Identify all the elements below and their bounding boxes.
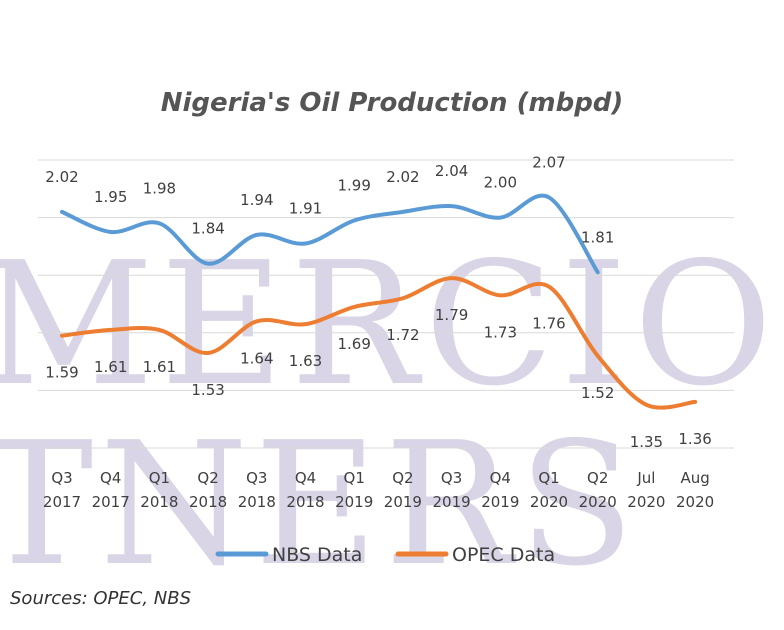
x-tick-label: Q2 — [587, 469, 608, 487]
source-note: Sources: OPEC, NBS — [10, 588, 192, 609]
data-label-opec-data: 1.79 — [435, 306, 468, 324]
data-label-nbs-data: 2.00 — [484, 174, 517, 192]
data-label-nbs-data: 1.98 — [143, 179, 176, 197]
data-label-opec-data: 1.52 — [581, 384, 614, 402]
data-label-nbs-data: 1.81 — [581, 228, 614, 246]
data-label-nbs-data: 2.02 — [45, 168, 78, 186]
data-label-opec-data: 1.36 — [678, 430, 711, 448]
series-line-opec-data — [60, 276, 698, 410]
series-lines — [60, 193, 698, 410]
legend-label-opec-data: OPEC Data — [452, 544, 555, 566]
x-tick-label: Q4 — [100, 469, 121, 487]
data-label-opec-data: 1.76 — [532, 315, 565, 333]
series-line-nbs-data — [60, 193, 600, 275]
x-axis-ticks: Q3 2017 Q4 2017 Q1 2018 Q2 2018 Q3 2018 Q4 2018 Q1 20… — [43, 469, 714, 511]
x-tick-label: 2019 — [384, 493, 422, 511]
watermark-line-1: MERCIO — [0, 226, 779, 424]
data-label-nbs-data: 2.07 — [532, 153, 565, 171]
legend-label-nbs-data: NBS Data — [272, 544, 362, 566]
data-labels: 2.02 1.95 1.98 1.84 1.94 1.91 1.99 2.02 2.04 2.00… — [45, 153, 712, 450]
x-tick-label: Q1 — [149, 469, 170, 487]
data-label-opec-data: 1.53 — [191, 381, 224, 399]
x-tick-label: 2017 — [43, 493, 81, 511]
data-label-opec-data: 1.72 — [386, 326, 419, 344]
x-tick-label: 2020 — [530, 493, 568, 511]
chart-title: Nigeria's Oil Production (mbpd) — [160, 88, 624, 118]
x-tick-label: Q2 — [197, 469, 218, 487]
x-tick-label: 2019 — [433, 493, 471, 511]
x-tick-label: 2018 — [238, 493, 276, 511]
data-label-nbs-data: 1.84 — [191, 220, 224, 238]
data-label-opec-data: 1.73 — [484, 323, 517, 341]
x-tick-label: 2020 — [676, 493, 714, 511]
x-tick-label: 2019 — [481, 493, 519, 511]
data-label-opec-data: 1.64 — [240, 349, 273, 367]
x-tick-label: Q1 — [538, 469, 559, 487]
x-tick-label: Q4 — [490, 469, 511, 487]
data-label-opec-data: 1.61 — [94, 358, 127, 376]
data-label-opec-data: 1.61 — [143, 358, 176, 376]
data-label-nbs-data: 1.95 — [94, 188, 127, 206]
data-label-opec-data: 1.69 — [337, 335, 370, 353]
x-tick-label: 2018 — [140, 493, 178, 511]
x-tick-label: Q3 — [246, 469, 267, 487]
data-label-nbs-data: 1.99 — [337, 176, 370, 194]
x-tick-label: 2018 — [189, 493, 227, 511]
x-tick-label: 2017 — [92, 493, 130, 511]
data-label-nbs-data: 2.02 — [386, 168, 419, 186]
x-tick-label: Aug — [680, 469, 709, 487]
x-tick-label: Q2 — [392, 469, 413, 487]
x-tick-label: Q3 — [441, 469, 462, 487]
x-tick-label: Q3 — [51, 469, 72, 487]
x-tick-label: 2020 — [579, 493, 617, 511]
x-tick-label: Q4 — [295, 469, 316, 487]
data-label-nbs-data: 2.04 — [435, 162, 468, 180]
gridlines — [38, 159, 734, 449]
data-label-nbs-data: 1.91 — [289, 200, 322, 218]
legend: NBS Data OPEC Data — [215, 544, 555, 566]
data-label-nbs-data: 1.94 — [240, 191, 273, 209]
x-tick-label: Q1 — [344, 469, 365, 487]
x-tick-label: Jul — [636, 469, 655, 487]
data-label-opec-data: 1.63 — [289, 352, 322, 370]
data-label-opec-data: 1.35 — [630, 433, 663, 451]
x-tick-label: 2018 — [286, 493, 324, 511]
x-tick-label: 2020 — [627, 493, 665, 511]
x-tick-label: 2019 — [335, 493, 373, 511]
data-label-opec-data: 1.59 — [45, 364, 78, 382]
